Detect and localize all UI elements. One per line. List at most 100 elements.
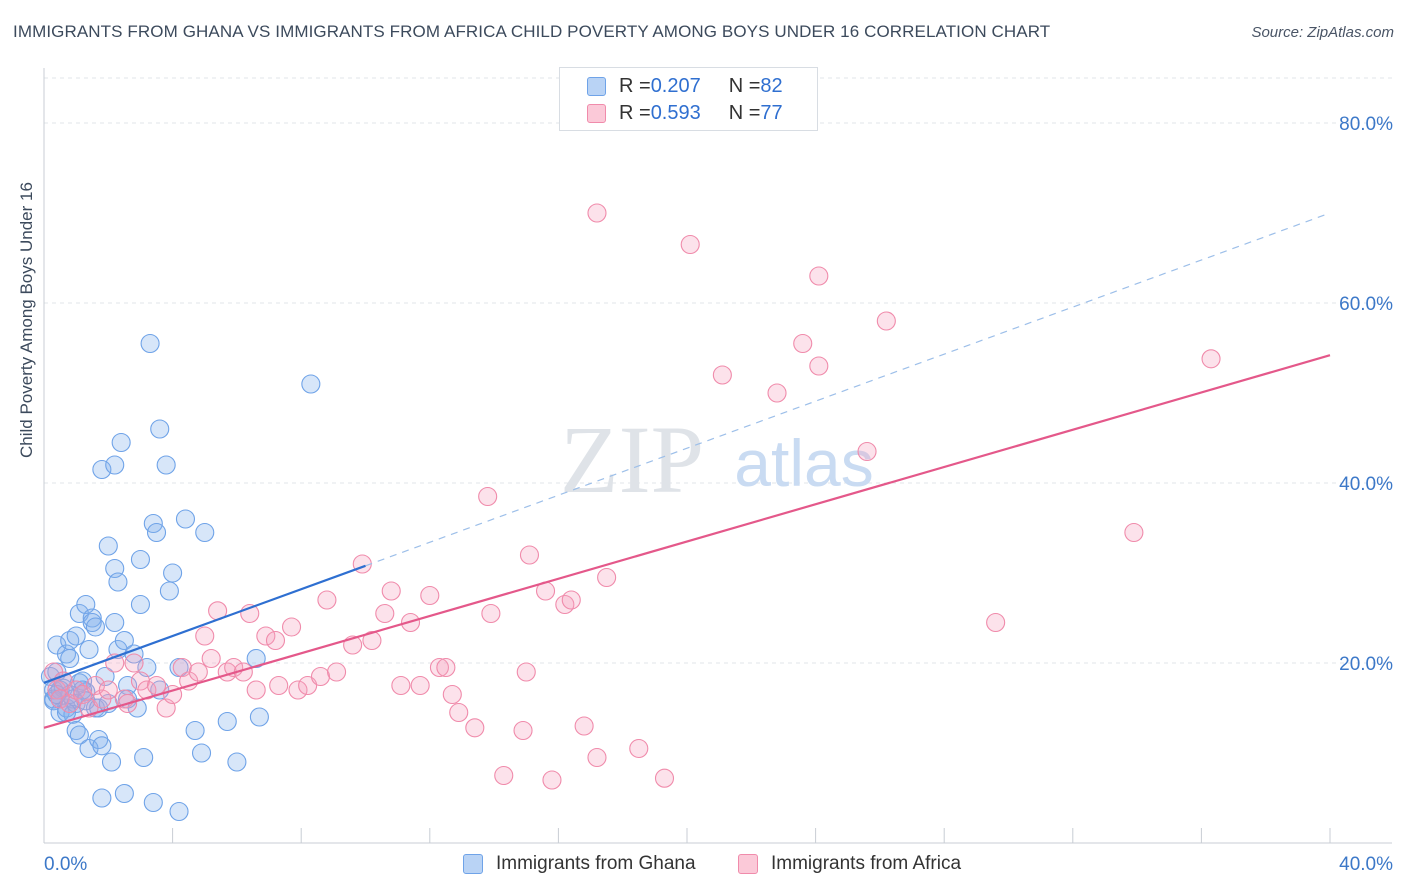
africa-point — [494, 765, 514, 786]
ghana-point — [73, 680, 93, 700]
legend-r-value: 0.593 — [650, 101, 701, 124]
ghana-point — [185, 720, 205, 741]
africa-point — [712, 365, 732, 385]
ghana-point — [159, 581, 179, 601]
africa-point — [288, 680, 308, 700]
legend-r-label: R = — [619, 74, 651, 97]
africa-point — [269, 675, 289, 696]
ghana-point — [143, 792, 163, 813]
africa-point — [986, 612, 1006, 633]
africa-point — [188, 662, 208, 682]
ghana-point — [134, 747, 154, 768]
ghana-point — [249, 707, 269, 727]
ghana-point — [69, 725, 89, 745]
ghana-point — [105, 612, 125, 633]
africa-point — [1124, 522, 1144, 543]
x-tick-label: 40.0% — [1339, 854, 1393, 875]
legend-n-value: 77 — [760, 101, 783, 124]
africa-point — [809, 266, 829, 286]
africa-point — [195, 626, 215, 646]
ghana-point — [301, 374, 321, 394]
africa-point — [542, 770, 562, 790]
africa-point — [587, 203, 607, 223]
y-tick-label: 80.0% — [1339, 114, 1393, 135]
ghana-point — [150, 419, 170, 439]
africa-point — [809, 356, 829, 376]
africa-point — [574, 716, 594, 736]
ghana-point — [114, 783, 134, 804]
africa-point — [410, 675, 430, 696]
africa-point — [310, 666, 331, 687]
ghana-trend-extension — [365, 212, 1331, 567]
ghana-point — [191, 743, 212, 763]
series-ghana-points — [40, 333, 321, 822]
africa-point — [449, 702, 469, 723]
watermark-zip: ZIP — [560, 406, 704, 513]
watermark: ZIP atlas — [560, 406, 874, 513]
africa-point — [265, 630, 286, 651]
y-axis-label: Child Poverty Among Boys Under 16 — [17, 182, 36, 458]
ghana-point — [108, 572, 128, 592]
africa-point — [246, 680, 266, 700]
legend-n-value: 82 — [760, 74, 783, 97]
legend-r-value: 0.207 — [650, 74, 701, 97]
ghana-point — [66, 626, 86, 646]
ghana-legend-swatch — [463, 854, 483, 874]
ghana-legend-label: Immigrants from Ghana — [496, 853, 696, 874]
tick-labels: 20.0% 40.0% 60.0% 80.0% 0.0% 40.0% — [44, 114, 1393, 875]
africa-point — [587, 747, 607, 768]
axes — [43, 68, 1392, 844]
africa-point — [442, 684, 462, 705]
africa-point — [680, 234, 700, 255]
legend-row-ghana: R = 0.207 N = 82 — [587, 74, 783, 98]
y-tick-label: 60.0% — [1339, 294, 1393, 315]
ghana-point — [156, 455, 176, 475]
source-label: Source: ZipAtlas.com — [1251, 24, 1394, 41]
ghana-point — [227, 752, 247, 772]
africa-point — [375, 603, 395, 624]
ghana-point — [114, 630, 134, 651]
ghana-point — [98, 536, 118, 556]
africa-swatch — [587, 103, 606, 123]
africa-point — [436, 657, 456, 678]
y-tick-label: 20.0% — [1339, 654, 1393, 675]
ghana-point — [175, 509, 196, 529]
africa-point — [98, 680, 118, 700]
ghana-point — [169, 801, 189, 822]
ghana-point — [140, 333, 160, 354]
legend-r-label: R = — [619, 101, 651, 124]
africa-point — [317, 590, 337, 610]
ghana-point — [246, 648, 266, 669]
ghana-point — [146, 522, 167, 543]
africa-point — [857, 441, 877, 462]
ghana-point — [130, 549, 150, 570]
y-tick-label: 40.0% — [1339, 474, 1393, 495]
africa-point — [561, 590, 581, 610]
africa-trend-line — [43, 354, 1331, 729]
watermark-atlas: atlas — [734, 426, 873, 500]
africa-point — [50, 689, 70, 709]
ghana-point — [60, 648, 80, 669]
africa-point — [362, 630, 382, 651]
africa-point — [597, 567, 617, 588]
ghana-point — [85, 617, 105, 637]
africa-point — [876, 311, 896, 331]
legend-n-label: N = — [728, 74, 761, 97]
ghana-point — [195, 522, 215, 543]
ghana-point — [163, 563, 183, 583]
africa-point — [629, 738, 649, 759]
africa-legend-label: Immigrants from Africa — [771, 853, 962, 874]
africa-point — [201, 648, 221, 669]
ghana-point — [111, 432, 131, 453]
africa-point — [654, 768, 675, 788]
ghana-point — [217, 711, 237, 732]
trend-lines — [43, 212, 1331, 729]
x-tick-label: 0.0% — [44, 854, 87, 875]
ghana-swatch — [587, 76, 606, 96]
africa-point — [465, 718, 485, 738]
africa-point — [513, 720, 533, 741]
ghana-trend-line — [43, 564, 366, 684]
ghana-point — [79, 639, 99, 660]
africa-point — [256, 626, 276, 646]
